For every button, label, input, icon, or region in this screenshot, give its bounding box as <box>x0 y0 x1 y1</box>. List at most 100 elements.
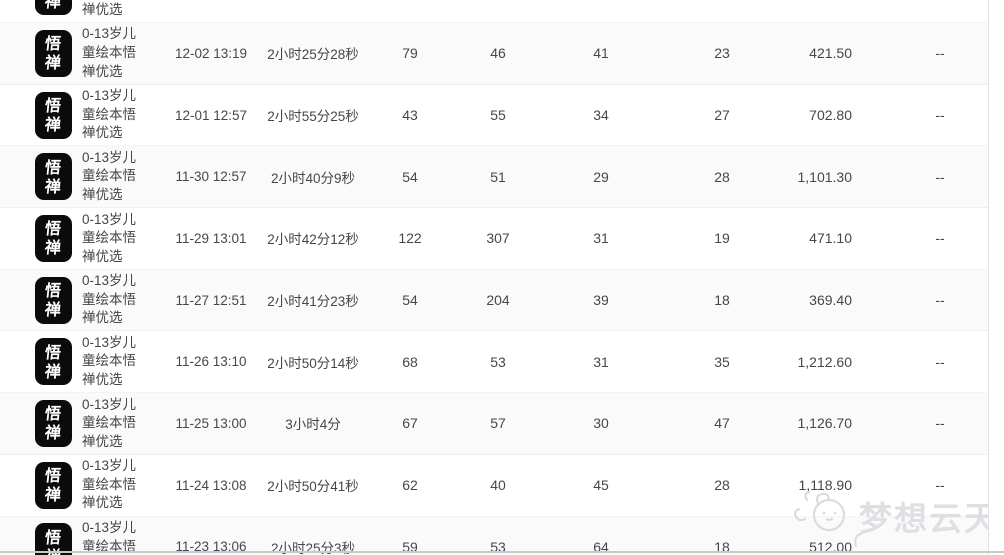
extra-value: -- <box>935 168 945 185</box>
extra-value: -- <box>935 477 945 494</box>
metric-2: 55 <box>490 107 506 124</box>
product-cell: 悟 禅 0-13岁儿 童绘本悟 禅优选 <box>0 87 160 143</box>
start-datetime: 11-25 13:00 <box>175 415 247 431</box>
product-name: 0-13岁儿 童绘本悟 禅优选 <box>82 25 136 81</box>
product-name-line: 童绘本悟 <box>82 168 136 184</box>
product-name-line: 0-13岁儿 <box>82 211 137 227</box>
extra-value: -- <box>935 292 945 309</box>
product-name: 0-13岁儿 童绘本悟 禅优选 <box>82 87 136 143</box>
metric-4: 47 <box>714 415 730 432</box>
product-cell: 悟 禅 0-13岁儿 童绘本悟 禅优选 <box>0 272 160 328</box>
icon-char-bottom: 禅 <box>44 0 63 11</box>
table-row[interactable]: 悟 禅 0-13岁儿 童绘本悟 禅优选 11-25 13:00 3小时4分 67… <box>0 393 988 455</box>
product-name: 0-13岁儿 童绘本悟 禅优选 <box>82 396 136 452</box>
metric-1: 68 <box>402 353 418 370</box>
icon-char-bottom: 禅 <box>44 300 63 320</box>
product-cell: 悟 禅 0-13岁儿 童绘本悟 禅优选 <box>0 149 160 205</box>
product-name-line: 童绘本悟 <box>82 230 136 246</box>
product-name-line: 禅优选 <box>82 372 123 388</box>
product-name-line: 0-13岁儿 <box>82 149 137 165</box>
duration: 2小时50分41秒 <box>267 479 359 495</box>
metric-1: 54 <box>402 292 418 309</box>
product-name-line: 童绘本悟 <box>82 106 136 122</box>
product-logo-icon: 悟 禅 <box>35 91 72 139</box>
metric-2: 53 <box>490 353 506 370</box>
amount-value: 1,118.90 <box>798 477 852 494</box>
start-datetime: 11-27 12:51 <box>175 292 247 308</box>
table-row[interactable]: 悟 禅 0-13岁儿 童绘本悟 禅优选 11-26 13:10 2小时50分14… <box>0 331 988 394</box>
product-logo-icon: 悟 禅 <box>35 523 72 555</box>
table-row[interactable]: 悟 禅 0-13岁儿 童绘本悟 禅优选 <box>0 0 988 23</box>
metric-3: 39 <box>593 292 609 309</box>
product-name: 0-13岁儿 童绘本悟 禅优选 <box>82 334 136 390</box>
product-cell: 悟 禅 0-13岁儿 童绘本悟 禅优选 <box>0 519 160 555</box>
product-logo-icon: 悟 禅 <box>35 276 72 324</box>
metric-4: 27 <box>714 107 730 124</box>
duration: 2小时55分25秒 <box>267 109 359 125</box>
metric-4: 18 <box>714 292 730 309</box>
product-cell: 悟 禅 0-13岁儿 童绘本悟 禅优选 <box>0 211 160 267</box>
start-datetime: 11-26 13:10 <box>175 354 247 370</box>
product-name: 0-13岁儿 童绘本悟 禅优选 <box>82 0 136 20</box>
product-name-line: 禅优选 <box>82 248 123 264</box>
metric-1: 122 <box>398 230 422 247</box>
icon-char-top: 悟 <box>44 527 63 547</box>
amount-value: 1,126.70 <box>797 415 853 432</box>
extra-value: -- <box>935 415 945 432</box>
table-row[interactable]: 悟 禅 0-13岁儿 童绘本悟 禅优选 11-30 12:57 2小时40分9秒… <box>0 146 988 209</box>
amount-value: 1,101.30 <box>797 168 853 185</box>
product-name-line: 0-13岁儿 <box>82 396 137 412</box>
product-logo-icon: 悟 禅 <box>35 29 72 77</box>
extra-value: -- <box>935 107 945 124</box>
product-name-line: 童绘本悟 <box>82 476 136 492</box>
product-name-line: 0-13岁儿 <box>82 26 137 42</box>
product-name-line: 0-13岁儿 <box>82 334 137 350</box>
amount-value: 702.80 <box>809 107 852 124</box>
metric-3: 34 <box>593 107 609 124</box>
icon-char-bottom: 禅 <box>44 115 63 135</box>
table-row[interactable]: 悟 禅 0-13岁儿 童绘本悟 禅优选 12-01 12:57 2小时55分25… <box>0 84 988 147</box>
metric-4: 28 <box>714 168 730 185</box>
bottom-divider <box>0 550 1004 553</box>
icon-char-top: 悟 <box>44 157 63 177</box>
start-datetime: 11-24 13:08 <box>175 477 247 493</box>
amount-value: 1,212.60 <box>797 353 853 370</box>
start-datetime: 12-01 12:57 <box>174 107 248 123</box>
metric-1: 54 <box>402 168 418 185</box>
product-name-line: 禅优选 <box>82 125 123 141</box>
product-name-line: 0-13岁儿 <box>82 519 137 535</box>
scrollbar-track[interactable] <box>988 0 1004 555</box>
amount-value: 369.40 <box>809 292 852 309</box>
metric-3: 30 <box>593 415 609 432</box>
extra-value: -- <box>935 353 945 370</box>
icon-char-bottom: 禅 <box>44 423 63 443</box>
icon-char-top: 悟 <box>44 342 63 362</box>
product-name-line: 禅优选 <box>82 63 123 79</box>
duration: 2小时25分28秒 <box>267 47 359 63</box>
metric-2: 204 <box>486 292 510 309</box>
table-row[interactable]: 悟 禅 0-13岁儿 童绘本悟 禅优选 11-23 13:06 2小时25分3秒… <box>0 516 988 555</box>
product-name: 0-13岁儿 童绘本悟 禅优选 <box>82 149 136 205</box>
table-row[interactable]: 悟 禅 0-13岁儿 童绘本悟 禅优选 11-27 12:51 2小时41分23… <box>0 269 988 332</box>
product-name-line: 禅优选 <box>82 433 123 449</box>
product-cell: 悟 禅 0-13岁儿 童绘本悟 禅优选 <box>0 334 160 390</box>
metric-3: 41 <box>593 45 609 62</box>
icon-char-bottom: 禅 <box>44 361 63 381</box>
table-row[interactable]: 悟 禅 0-13岁儿 童绘本悟 禅优选 11-24 13:08 2小时50分41… <box>0 454 988 517</box>
table-row[interactable]: 悟 禅 0-13岁儿 童绘本悟 禅优选 11-29 13:01 2小时42分12… <box>0 208 988 270</box>
product-cell: 悟 禅 0-13岁儿 童绘本悟 禅优选 <box>0 396 160 452</box>
icon-char-bottom: 禅 <box>44 238 63 258</box>
watermark-tail-icon <box>850 531 866 554</box>
product-cell: 悟 禅 0-13岁儿 童绘本悟 禅优选 <box>0 25 160 81</box>
metric-3: 29 <box>593 168 609 185</box>
table-row[interactable]: 悟 禅 0-13岁儿 童绘本悟 禅优选 12-02 13:19 2小时25分28… <box>0 23 988 85</box>
extra-value: -- <box>935 230 945 247</box>
duration: 2小时41分23秒 <box>267 294 359 310</box>
amount-value: 421.50 <box>809 45 852 62</box>
metric-1: 43 <box>402 107 418 124</box>
metric-3: 31 <box>593 353 609 370</box>
icon-char-top: 悟 <box>44 281 63 301</box>
start-datetime: 11-29 13:01 <box>175 230 247 246</box>
